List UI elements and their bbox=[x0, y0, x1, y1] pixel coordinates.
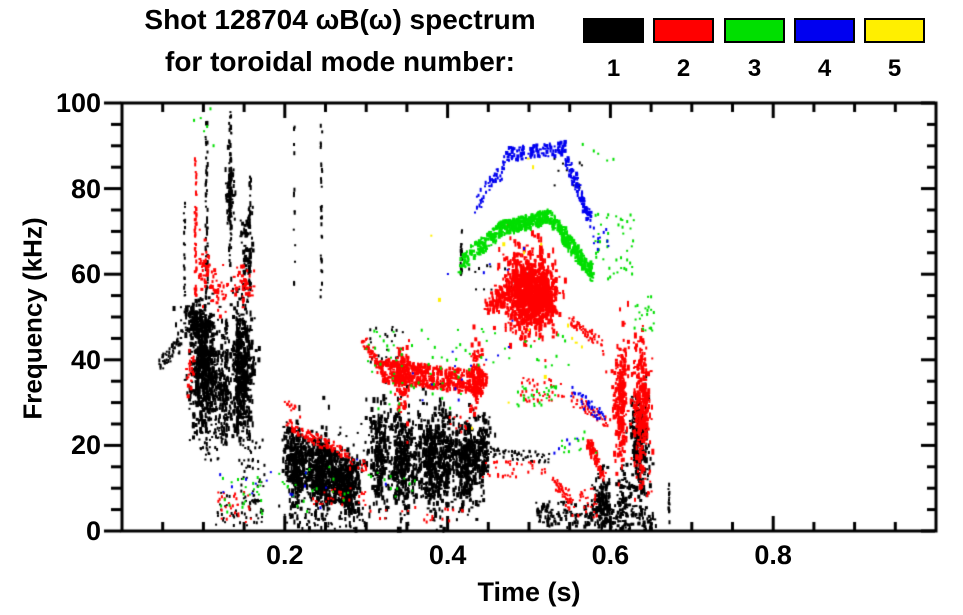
legend-item: 2 bbox=[651, 18, 716, 82]
y-tick-label: 40 bbox=[70, 344, 101, 375]
legend-item: 5 bbox=[862, 18, 927, 82]
legend-label-mode4: 4 bbox=[817, 55, 832, 82]
y-tick-label: 100 bbox=[55, 88, 101, 118]
legend-item: 1 bbox=[581, 18, 646, 82]
legend-swatch-mode2 bbox=[653, 18, 714, 43]
legend-swatch-mode1 bbox=[583, 18, 644, 43]
legend-swatch-mode4 bbox=[794, 18, 855, 43]
y-tick-label: 60 bbox=[70, 259, 101, 290]
x-tick-label: 0.4 bbox=[428, 540, 467, 570]
x-tick-label: 0.6 bbox=[591, 540, 630, 570]
page-subtitle: for toroidal mode number: bbox=[165, 46, 515, 77]
legend-label-mode2: 2 bbox=[676, 55, 691, 82]
legend-swatch-mode5 bbox=[864, 18, 925, 43]
y-tick-label: 20 bbox=[70, 430, 101, 461]
legend-label-mode3: 3 bbox=[747, 55, 762, 82]
legend-label-mode1: 1 bbox=[606, 55, 621, 82]
legend-item: 4 bbox=[792, 18, 857, 82]
y-tick-label: 80 bbox=[70, 173, 101, 204]
x-tick-label: 0.8 bbox=[754, 540, 792, 570]
legend-label-mode5: 5 bbox=[887, 55, 902, 82]
page-title: Shot 128704 ωB(ω) spectrum bbox=[144, 4, 536, 35]
y-tick-label: 0 bbox=[85, 516, 101, 546]
x-tick-label: 0.2 bbox=[266, 540, 304, 570]
x-axis-title: Time (s) bbox=[477, 577, 581, 607]
legend-swatch-mode3 bbox=[724, 18, 785, 43]
legend-item: 3 bbox=[722, 18, 787, 82]
y-axis-title: Frequency (kHz) bbox=[17, 217, 48, 420]
